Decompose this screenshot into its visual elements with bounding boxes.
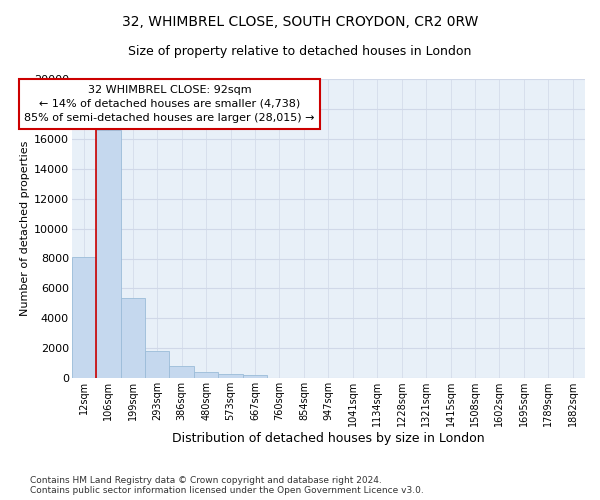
Text: Size of property relative to detached houses in London: Size of property relative to detached ho… (128, 45, 472, 58)
Y-axis label: Number of detached properties: Number of detached properties (20, 141, 29, 316)
Bar (121, 298, 145, 378)
Text: Contains HM Land Registry data © Crown copyright and database right 2024.
Contai: Contains HM Land Registry data © Crown c… (30, 476, 424, 495)
Bar (194, 372, 218, 378)
Text: 32, WHIMBREL CLOSE, SOUTH CROYDON, CR2 0RW: 32, WHIMBREL CLOSE, SOUTH CROYDON, CR2 0… (122, 15, 478, 29)
Bar (71, 257, 96, 378)
Bar (169, 366, 194, 378)
Text: 32 WHIMBREL CLOSE: 92sqm
← 14% of detached houses are smaller (4,738)
85% of sem: 32 WHIMBREL CLOSE: 92sqm ← 14% of detach… (24, 85, 315, 123)
Bar (145, 351, 169, 378)
Bar (243, 375, 267, 378)
Bar (96, 130, 121, 378)
Bar (218, 374, 243, 378)
X-axis label: Distribution of detached houses by size in London: Distribution of detached houses by size … (172, 432, 485, 445)
